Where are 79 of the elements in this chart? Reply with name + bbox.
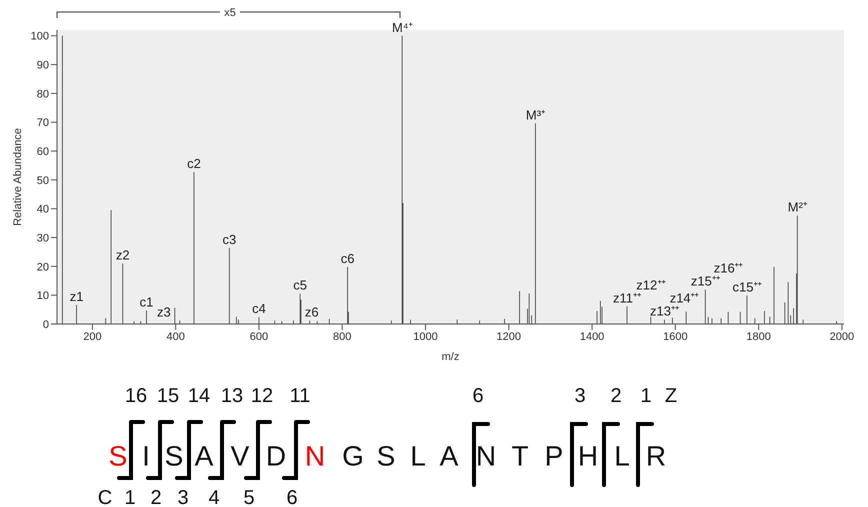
- text: I: [142, 440, 150, 472]
- x-tick-label: 1200: [496, 330, 522, 343]
- x-tick-label: 2000: [830, 330, 854, 343]
- y-tick-label: 70: [36, 117, 49, 130]
- text: P: [544, 440, 564, 472]
- text: H: [578, 440, 598, 472]
- y-tick-label: 30: [36, 232, 49, 244]
- annotation: c1: [140, 294, 154, 310]
- text: 3: [574, 385, 586, 407]
- text: T: [511, 440, 529, 472]
- annotation: z14⁺⁺: [670, 290, 699, 306]
- annotation: z15⁺⁺: [690, 274, 720, 289]
- text: N: [304, 440, 326, 472]
- annotation: z16⁺⁺: [714, 260, 743, 276]
- annotation: z2: [116, 247, 130, 262]
- x-tick-label: 1400: [580, 330, 604, 343]
- text: Z: [664, 385, 678, 407]
- annotation: c5: [293, 278, 308, 293]
- y-tick-label: 0: [42, 318, 49, 331]
- text: x5: [224, 7, 236, 19]
- text: N: [476, 440, 496, 472]
- text: 6: [472, 385, 484, 407]
- text: D: [266, 440, 286, 472]
- text: V: [230, 440, 250, 472]
- text: 1: [640, 385, 652, 407]
- x-tick-label: 1000: [413, 330, 438, 343]
- text: R: [646, 440, 666, 472]
- x-tick-label: 200: [83, 330, 102, 343]
- y-tick-label: 80: [36, 88, 49, 100]
- annotation: M²⁺: [788, 200, 807, 215]
- text: 13: [220, 385, 244, 407]
- annotation: c6: [340, 250, 355, 266]
- annotation: c3: [222, 232, 236, 247]
- y-axis-title: Relative Abundance: [12, 128, 24, 226]
- text: A: [194, 440, 214, 472]
- annotation: c15⁺⁺: [732, 279, 762, 294]
- text: 2: [610, 385, 622, 407]
- text: C: [98, 487, 112, 507]
- annotation: M³⁺: [526, 107, 546, 122]
- text: 14: [188, 385, 210, 407]
- y-tick-label: 10: [36, 290, 49, 302]
- text: G: [342, 440, 364, 472]
- y-tick-label: 40: [36, 204, 49, 216]
- annotation: z13⁺⁺: [650, 304, 680, 319]
- annotation: z3: [156, 304, 171, 320]
- text: 6: [286, 487, 298, 507]
- x-tick-label: 600: [250, 330, 268, 343]
- annotation: z1: [70, 288, 84, 304]
- y-tick-label: 90: [36, 59, 49, 72]
- annotation: c2: [187, 156, 201, 172]
- text: 15: [156, 385, 180, 407]
- text: 1: [124, 487, 136, 507]
- annotation: c4: [252, 301, 266, 316]
- x-tick-label: 1600: [663, 330, 688, 343]
- y-tick-label: 20: [36, 261, 49, 274]
- text: 4: [208, 487, 220, 507]
- text: 3: [177, 487, 189, 507]
- text: 11: [290, 385, 310, 407]
- text: S: [108, 440, 128, 472]
- text: 2: [150, 487, 162, 507]
- x-tick-label: 800: [333, 330, 352, 343]
- y-tick-label: 100: [30, 30, 49, 43]
- x-tick-label: 1800: [746, 330, 771, 343]
- annotation: z12⁺⁺: [636, 277, 666, 292]
- text: A: [440, 440, 459, 472]
- text: L: [410, 440, 426, 472]
- annotation: M⁴⁺: [392, 20, 412, 35]
- annotation: z6: [304, 304, 319, 320]
- x-tick-label: 400: [166, 330, 185, 343]
- y-tick-label: 60: [36, 146, 49, 158]
- text: L: [614, 440, 630, 472]
- annotation: z11⁺⁺: [613, 290, 642, 306]
- text: 5: [243, 487, 255, 507]
- text: S: [164, 440, 184, 472]
- text: S: [376, 440, 396, 472]
- y-tick-label: 50: [36, 174, 49, 187]
- text: 16: [124, 385, 148, 407]
- x-axis-title: m/z: [442, 351, 460, 363]
- text: 12: [250, 385, 274, 407]
